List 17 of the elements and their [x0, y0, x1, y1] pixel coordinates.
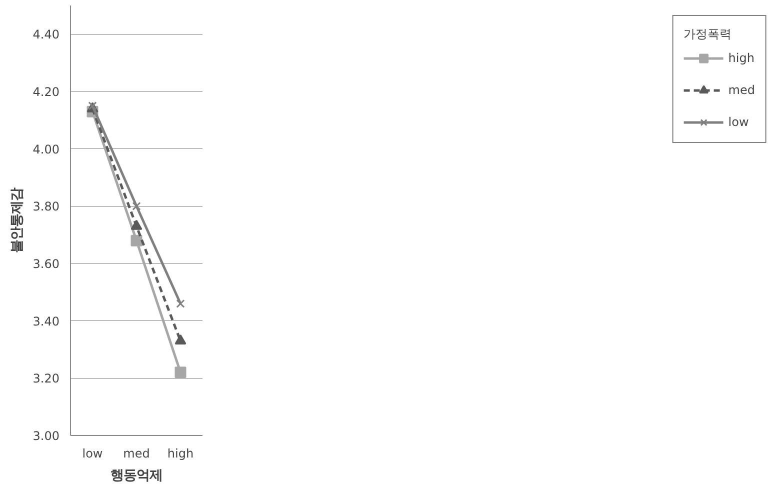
x-tick-label: med [123, 446, 150, 460]
y-tick-label: 3.40 [32, 314, 60, 328]
legend-label: low [728, 115, 749, 129]
legend-title: 가정폭력 [683, 26, 732, 43]
x-tick-label: high [167, 446, 194, 460]
y-tick-label: 4.00 [32, 142, 60, 156]
y-tick-label: 4.40 [32, 28, 60, 42]
legend-label: med [728, 83, 755, 97]
legend-label: high [728, 51, 754, 65]
y-tick-label: 3.80 [32, 200, 60, 214]
y-tick-label: 3.20 [32, 372, 60, 386]
y-axis-title: 불안통제감 [10, 188, 25, 253]
x-axis-title: 행동억제 [110, 468, 162, 484]
y-tick-label: 4.20 [32, 85, 60, 99]
y-tick-label: 3.60 [32, 257, 60, 271]
x-tick-label: low [82, 446, 103, 460]
y-tick-label: 3.00 [32, 429, 60, 443]
